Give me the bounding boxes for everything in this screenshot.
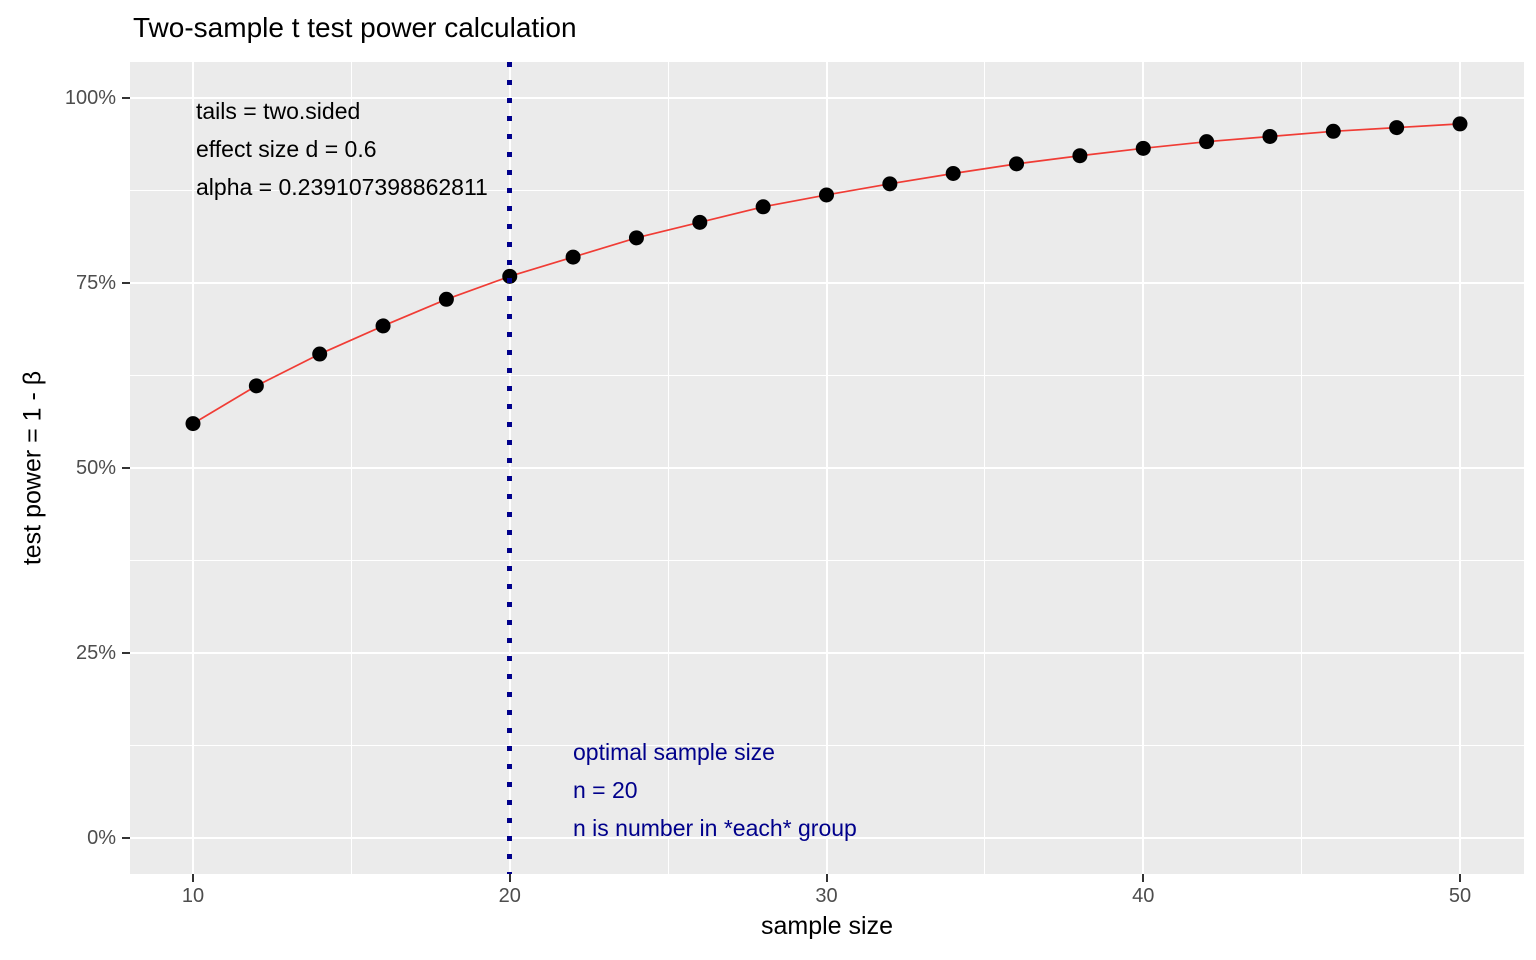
x-tick-label: 30 <box>815 885 838 907</box>
gridline-major-horizontal <box>130 467 1524 469</box>
x-axis-tick <box>1142 874 1145 882</box>
data-point <box>1135 140 1151 156</box>
data-point <box>1389 120 1405 136</box>
gridline-major-horizontal <box>130 652 1524 654</box>
data-point <box>185 416 201 432</box>
x-tick-label: 10 <box>181 885 205 907</box>
data-point <box>882 176 898 192</box>
annotation-tails: tails = two.sided <box>196 98 361 124</box>
data-point <box>1262 128 1278 144</box>
data-point <box>1325 123 1341 139</box>
annotation-alpha: alpha = 0.239107398862811 <box>196 174 488 200</box>
x-axis-tick <box>508 874 511 882</box>
y-axis-tick <box>122 282 130 284</box>
x-axis-tick <box>192 874 194 882</box>
x-tick-label: 20 <box>498 885 521 907</box>
data-point <box>628 230 644 246</box>
data-point <box>1009 156 1025 172</box>
gridline-major-horizontal <box>130 282 1524 284</box>
gridline-major-horizontal <box>130 837 1524 839</box>
data-point <box>945 165 961 181</box>
y-tick-label: 50% <box>75 457 116 479</box>
gridline-major-horizontal <box>130 97 1524 99</box>
data-point <box>819 187 834 203</box>
data-point <box>375 318 391 334</box>
annotation-effect-size: effect size d = 0.6 <box>196 136 377 162</box>
annotation-optimal-title: optimal sample size <box>573 739 775 765</box>
y-axis-tick <box>122 97 130 99</box>
x-tick-label: 40 <box>1132 885 1155 907</box>
data-point <box>565 249 581 265</box>
y-tick-label: 25% <box>75 642 116 664</box>
data-point <box>312 346 328 362</box>
data-point <box>1072 148 1088 164</box>
y-tick-label: 0% <box>87 827 116 849</box>
chart-title: Two-sample t test power calculation <box>133 12 577 43</box>
annotation-optimal-n: n = 20 <box>573 777 638 803</box>
data-point <box>248 378 264 394</box>
x-axis-tick <box>825 874 828 882</box>
data-point <box>438 291 454 307</box>
optimal-n-vline <box>507 62 513 874</box>
x-axis-title: sample size <box>761 912 893 940</box>
data-point <box>1452 116 1468 132</box>
y-tick-label: 100% <box>64 87 116 109</box>
x-axis-tick <box>1459 874 1461 882</box>
x-tick-label: 50 <box>1448 885 1472 907</box>
y-tick-label: 75% <box>75 272 116 294</box>
parameters-annotation: tails = two.sided effect size d = 0.6 al… <box>196 92 488 206</box>
optimal-sample-annotation: optimal sample size n = 20 n is number i… <box>573 733 857 847</box>
y-axis-tick <box>122 467 130 469</box>
y-axis-tick <box>122 652 130 654</box>
y-axis-tick <box>122 837 130 839</box>
data-point <box>692 214 708 230</box>
data-point <box>755 199 771 215</box>
data-point <box>1199 134 1215 150</box>
annotation-optimal-note: n is number in *each* group <box>573 815 857 841</box>
